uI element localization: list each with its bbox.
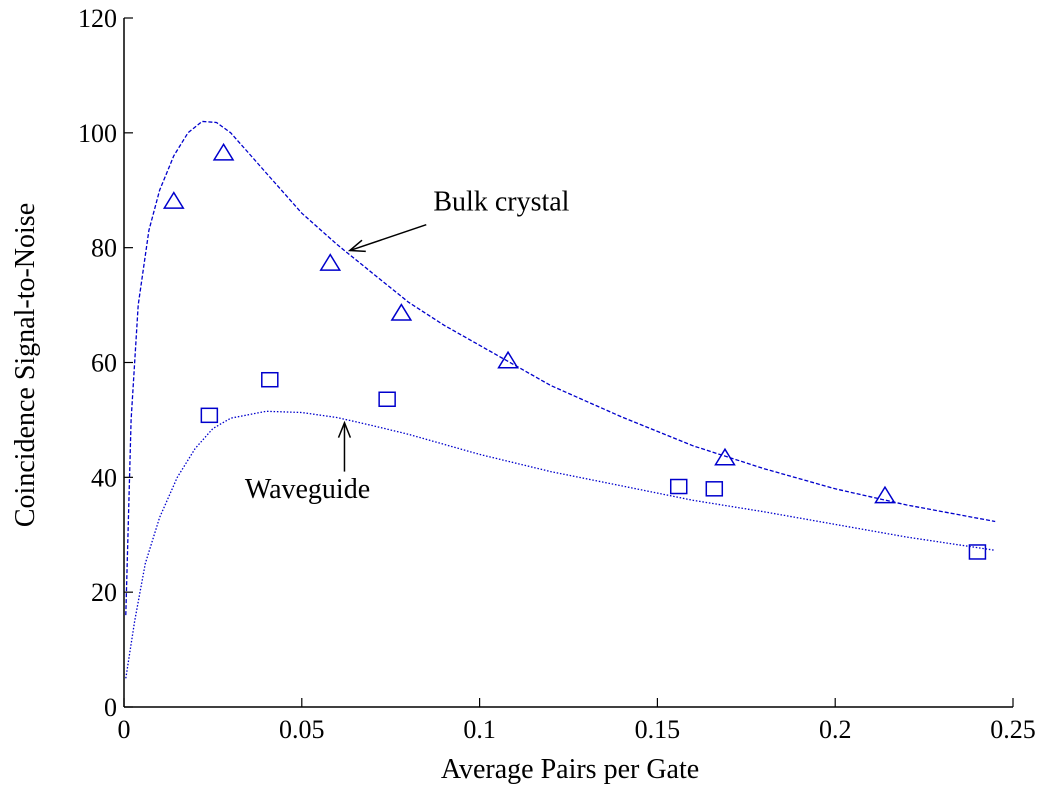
x-tick-label: 0.15 — [635, 715, 681, 744]
annotation-label: Waveguide — [245, 474, 370, 505]
x-axis-label: Average Pairs per Gate — [441, 754, 699, 785]
annotation-arrow-shaft — [349, 223, 427, 252]
fit-curves — [125, 120, 996, 679]
x-tick-label: 0 — [118, 715, 131, 744]
x-tick-label: 0.2 — [819, 715, 852, 744]
annotation-label: Bulk crystal — [433, 186, 569, 217]
annotations: Bulk crystal Waveguide — [245, 186, 570, 505]
x-tick-label: 0.05 — [279, 715, 325, 744]
axes: 0 0.05 0.1 0.15 0.2 0.25 0 20 40 60 80 100 120 — [78, 4, 1036, 744]
x-tick-label: 0.1 — [463, 715, 496, 744]
square-marker — [705, 481, 724, 497]
square-marker — [378, 391, 396, 407]
y-tick-label: 60 — [91, 349, 117, 378]
square-marker — [968, 544, 987, 560]
y-tick-label: 20 — [91, 578, 117, 607]
square-marker — [200, 407, 219, 424]
square-marker — [261, 371, 279, 388]
square-marker — [669, 478, 688, 495]
triangle-marker — [212, 142, 235, 161]
x-tick-label: 0.25 — [990, 715, 1036, 744]
y-tick-label: 40 — [91, 463, 117, 492]
triangle-marker — [874, 485, 896, 504]
triangle-marker — [497, 350, 519, 369]
triangle-marker — [162, 191, 185, 209]
triangle-marker — [714, 447, 736, 466]
y-tick-label: 120 — [78, 4, 117, 33]
triangle-marker — [319, 253, 342, 271]
y-axis-label: Coincidence Signal-to-Noise — [10, 203, 41, 527]
dashed-fit-curve — [125, 120, 996, 616]
y-tick-label: 100 — [78, 119, 117, 148]
annotation-arrow-head — [347, 239, 366, 253]
dotted-fit-curve — [125, 410, 996, 679]
triangle-marker — [390, 303, 413, 321]
data-markers — [162, 142, 987, 560]
y-tick-label: 80 — [91, 234, 117, 263]
annotation-arrow-head — [337, 420, 352, 438]
y-tick-label: 0 — [104, 693, 117, 722]
